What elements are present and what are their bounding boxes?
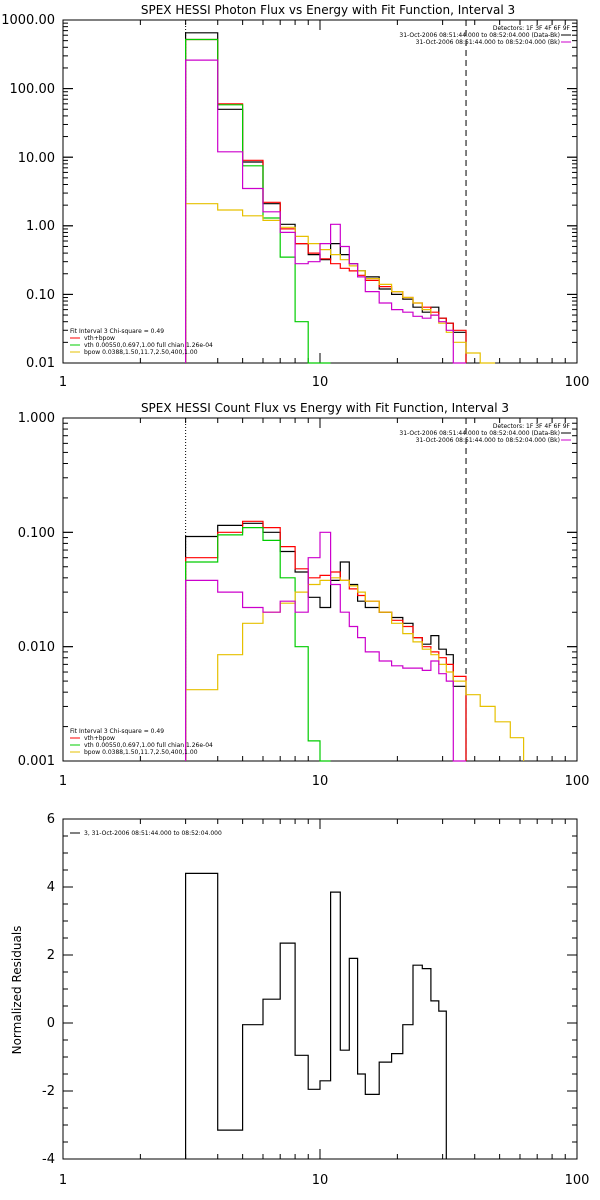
series-bk-histogram [185, 59, 466, 364]
photon-legend-bpow-label: bpow 0.0388,1.50,11.7,2.50,400,1.00 [84, 349, 198, 356]
count-legend-detectors: Detectors: 1F 3F 4F 6F 9F [493, 423, 571, 430]
count-flux-panel: SPEX HESSI Count Flux vs Energy with Fit… [18, 401, 590, 789]
photon-flux-title: SPEX HESSI Photon Flux vs Energy with Fi… [141, 3, 515, 17]
count-ytick-0.001: 0.001 [18, 754, 55, 769]
residuals-ytick-0: 0 [47, 1016, 55, 1031]
residuals-ytick-neg2: -2 [42, 1084, 55, 1099]
residuals-legend: 3, 31-Oct-2006 08:51:44.000 to 08:52:04.… [70, 830, 222, 837]
photon-ytick-1.00: 1.00 [26, 219, 55, 234]
photon-ytick-1000.00: 1000.00 [1, 13, 55, 28]
photon-ytick-100.00: 100.00 [10, 82, 56, 97]
photon-ytick-0.10: 0.10 [26, 288, 55, 303]
count-xtick-1: 1 [59, 774, 67, 789]
series-3-31-oct-2006-08-51-44-000-to--histogram [185, 872, 447, 1159]
photon-legend-vth-label: vth 0.00550,0.697,1.00 full chian 1.26e-… [84, 342, 213, 349]
photon-xtick-100: 100 [565, 375, 590, 390]
count-xtick-10: 10 [312, 774, 329, 789]
photon-xtick-10: 10 [312, 375, 329, 390]
photon-ytick-0.01: 0.01 [26, 356, 55, 371]
residuals-xtick-10: 10 [312, 1173, 329, 1188]
series-vth-bpow-histogram [185, 38, 467, 363]
series-data-bk-histogram [185, 522, 467, 761]
residuals-xtick-100: 100 [565, 1173, 590, 1188]
photon-flux-plot-frame [62, 19, 578, 364]
count-legend-top: Detectors: 1F 3F 4F 6F 9F 31-Oct-2006 08… [399, 423, 571, 444]
photon-legend-fit-header: Fit Interval 3 Chi-square = 0.49 [70, 328, 164, 335]
residuals-ylabel: Normalized Residuals [10, 926, 24, 1055]
count-legend-fit-header: Fit Interval 3 Chi-square = 0.49 [70, 728, 164, 735]
count-legend-total-label: vth+bpow [84, 735, 115, 742]
series-vth-histogram [185, 38, 331, 364]
count-ytick-0.010: 0.010 [18, 640, 55, 655]
series-data-bk-histogram [185, 32, 467, 363]
photon-flux-panel: SPEX HESSI Photon Flux vs Energy with Fi… [1, 3, 589, 390]
residuals-ytick-4: 4 [47, 880, 55, 895]
residuals-legend-label: 3, 31-Oct-2006 08:51:44.000 to 08:52:04.… [84, 830, 222, 837]
series-vth-bpow-histogram [185, 520, 467, 761]
residuals-ytick-neg4: -4 [42, 1152, 55, 1167]
residuals-panel: Normalized Residuals 1 10 100 -4 -2 0 2 … [10, 812, 589, 1188]
count-legend-bpow-label: bpow 0.0388,1.50,11.7,2.50,400,1.00 [84, 749, 198, 756]
count-ytick-0.100: 0.100 [18, 526, 55, 541]
residuals-ytick-2: 2 [47, 948, 55, 963]
residuals-plot-frame [62, 818, 578, 1160]
photon-legend-total-label: vth+bpow [84, 335, 115, 342]
residuals-xtick-1: 1 [59, 1173, 67, 1188]
photon-legend-detectors: Detectors: 1F 3F 4F 6F 9F [493, 25, 571, 32]
photon-legend-top: Detectors: 1F 3F 4F 6F 9F 31-Oct-2006 08… [399, 25, 571, 46]
series-bk-histogram [185, 531, 466, 762]
photon-ytick-10.00: 10.00 [18, 151, 55, 166]
count-legend-data-label: 31-Oct-2006 08:51:44.000 to 08:52:04.000… [399, 430, 560, 437]
count-flux-plot-frame [62, 417, 578, 762]
photon-legend-data-label: 31-Oct-2006 08:51:44.000 to 08:52:04.000… [399, 32, 560, 39]
count-legend-bottom: Fit Interval 3 Chi-square = 0.49 vth+bpo… [70, 728, 213, 756]
count-ytick-1.000: 1.000 [18, 411, 55, 426]
photon-legend-bk-label: 31-Oct-2006 08:51:44.000 to 08:52:04.000… [416, 39, 560, 46]
photon-legend-bottom: Fit Interval 3 Chi-square = 0.49 vth+bpo… [70, 328, 213, 356]
series-vth-histogram [185, 527, 331, 762]
residuals-ytick-6: 6 [47, 812, 55, 827]
count-flux-title: SPEX HESSI Count Flux vs Energy with Fit… [141, 401, 509, 415]
count-legend-vth-label: vth 0.00550,0.697,1.00 full chian 1.26e-… [84, 742, 213, 749]
count-xtick-100: 100 [565, 774, 590, 789]
photon-xtick-1: 1 [59, 375, 67, 390]
count-legend-bk-label: 31-Oct-2006 08:51:44.000 to 08:52:04.000… [416, 437, 560, 444]
series-bpow-histogram [185, 577, 525, 761]
